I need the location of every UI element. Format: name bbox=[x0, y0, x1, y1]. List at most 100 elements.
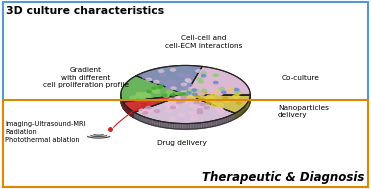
Polygon shape bbox=[181, 124, 184, 129]
Circle shape bbox=[204, 106, 210, 109]
Polygon shape bbox=[159, 121, 161, 127]
Polygon shape bbox=[186, 124, 187, 129]
Polygon shape bbox=[151, 119, 154, 125]
Text: Drug delivery: Drug delivery bbox=[157, 140, 207, 146]
Circle shape bbox=[223, 87, 229, 90]
Polygon shape bbox=[125, 105, 126, 111]
Polygon shape bbox=[228, 116, 230, 122]
Text: 3D culture characteristics: 3D culture characteristics bbox=[6, 6, 164, 16]
Circle shape bbox=[210, 98, 216, 101]
Polygon shape bbox=[222, 118, 224, 124]
Circle shape bbox=[171, 81, 177, 84]
Polygon shape bbox=[178, 123, 180, 129]
Circle shape bbox=[136, 92, 142, 95]
Polygon shape bbox=[155, 120, 157, 126]
Circle shape bbox=[183, 93, 189, 96]
Polygon shape bbox=[227, 116, 228, 122]
Circle shape bbox=[189, 111, 196, 115]
Circle shape bbox=[231, 90, 237, 93]
Circle shape bbox=[171, 94, 175, 96]
Polygon shape bbox=[161, 121, 163, 127]
Circle shape bbox=[145, 94, 151, 97]
Polygon shape bbox=[126, 106, 127, 112]
Circle shape bbox=[197, 109, 202, 111]
Circle shape bbox=[192, 89, 196, 91]
Circle shape bbox=[176, 101, 181, 104]
Circle shape bbox=[143, 110, 150, 114]
Circle shape bbox=[218, 110, 225, 113]
Polygon shape bbox=[189, 123, 191, 129]
Circle shape bbox=[165, 86, 171, 89]
Text: Therapeutic & Diagnosis: Therapeutic & Diagnosis bbox=[203, 171, 365, 184]
Polygon shape bbox=[232, 114, 234, 120]
Polygon shape bbox=[139, 115, 141, 121]
Circle shape bbox=[154, 90, 160, 93]
Circle shape bbox=[202, 92, 206, 94]
Circle shape bbox=[197, 92, 203, 95]
Polygon shape bbox=[235, 113, 236, 119]
Polygon shape bbox=[193, 123, 195, 129]
Polygon shape bbox=[231, 115, 233, 121]
Circle shape bbox=[160, 73, 166, 76]
Polygon shape bbox=[230, 115, 231, 121]
Polygon shape bbox=[137, 114, 138, 120]
Circle shape bbox=[140, 96, 146, 99]
Polygon shape bbox=[192, 123, 195, 129]
Polygon shape bbox=[236, 112, 237, 119]
Circle shape bbox=[187, 92, 191, 94]
Polygon shape bbox=[183, 124, 186, 129]
Circle shape bbox=[184, 96, 190, 100]
Circle shape bbox=[211, 78, 217, 81]
Circle shape bbox=[206, 102, 211, 104]
Polygon shape bbox=[208, 121, 210, 127]
Circle shape bbox=[193, 91, 198, 94]
Circle shape bbox=[146, 78, 151, 81]
Polygon shape bbox=[175, 123, 178, 129]
Polygon shape bbox=[168, 122, 170, 128]
Circle shape bbox=[193, 92, 200, 96]
Circle shape bbox=[211, 103, 218, 107]
Polygon shape bbox=[187, 124, 190, 129]
Polygon shape bbox=[201, 122, 203, 128]
Circle shape bbox=[180, 100, 187, 104]
Circle shape bbox=[182, 95, 187, 97]
Circle shape bbox=[194, 89, 199, 92]
Circle shape bbox=[181, 83, 187, 86]
Polygon shape bbox=[128, 108, 129, 115]
Polygon shape bbox=[229, 115, 230, 122]
Circle shape bbox=[158, 86, 162, 88]
Circle shape bbox=[201, 72, 206, 74]
Polygon shape bbox=[220, 119, 222, 125]
Circle shape bbox=[187, 87, 192, 90]
Polygon shape bbox=[203, 122, 205, 128]
Circle shape bbox=[200, 98, 204, 101]
Circle shape bbox=[223, 97, 228, 99]
Circle shape bbox=[193, 89, 199, 92]
Polygon shape bbox=[197, 123, 199, 129]
Circle shape bbox=[207, 95, 213, 98]
Circle shape bbox=[142, 109, 149, 112]
Circle shape bbox=[217, 92, 223, 95]
Polygon shape bbox=[217, 119, 219, 125]
Circle shape bbox=[186, 80, 191, 82]
Polygon shape bbox=[181, 124, 183, 129]
Polygon shape bbox=[217, 119, 220, 125]
Polygon shape bbox=[238, 111, 239, 117]
Polygon shape bbox=[134, 112, 135, 119]
Circle shape bbox=[167, 90, 173, 93]
Polygon shape bbox=[154, 120, 155, 126]
Circle shape bbox=[215, 85, 221, 88]
Polygon shape bbox=[206, 122, 208, 128]
Circle shape bbox=[193, 93, 197, 96]
Circle shape bbox=[184, 93, 188, 95]
Text: Imaging-Ultrasound-MRI
Radiation
Photothermal ablation: Imaging-Ultrasound-MRI Radiation Phototh… bbox=[5, 121, 86, 143]
Circle shape bbox=[201, 89, 206, 92]
Polygon shape bbox=[174, 123, 176, 129]
Circle shape bbox=[146, 106, 151, 109]
Circle shape bbox=[174, 97, 181, 100]
Polygon shape bbox=[216, 120, 217, 126]
Polygon shape bbox=[195, 123, 197, 129]
Polygon shape bbox=[129, 109, 131, 115]
Polygon shape bbox=[136, 65, 202, 94]
Circle shape bbox=[143, 112, 148, 114]
